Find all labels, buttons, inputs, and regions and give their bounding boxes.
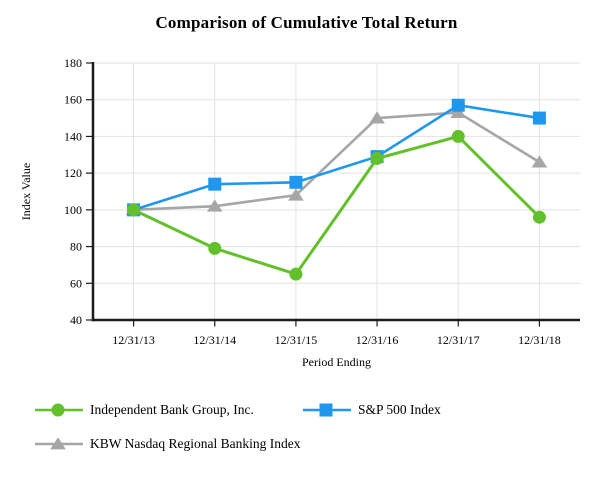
series-line <box>133 111 541 212</box>
plot-area: 40 60 80 100 120 140 160 180 12/31/13 12/31/14 12/… <box>19 56 580 369</box>
legend-item-kbw-nasdaq: KBW Nasdaq Regional Banking Index <box>35 434 300 454</box>
x-tick-label: 12/31/14 <box>193 333 236 347</box>
legend-item-independent-bank-group: Independent Bank Group, Inc. <box>35 400 254 420</box>
data-point-circle <box>451 129 465 143</box>
data-point-circle <box>532 210 546 224</box>
legend-label: S&P 500 Index <box>358 402 441 417</box>
legend-marker-glyph <box>35 403 83 417</box>
y-tick-label: 40 <box>70 313 82 327</box>
data-point-triangle <box>369 111 385 124</box>
data-point-circle <box>208 241 222 255</box>
data-point-triangle <box>531 155 548 168</box>
legend-label: Independent Bank Group, Inc. <box>90 402 254 417</box>
series-line <box>132 134 541 276</box>
data-point-triangle <box>50 437 66 450</box>
legend-marker-glyph <box>35 437 83 450</box>
x-tick-label: 12/31/15 <box>275 333 318 347</box>
y-tick-label: 100 <box>64 203 82 217</box>
series-line <box>133 103 540 212</box>
y-tick-label: 120 <box>64 166 82 180</box>
gray-triangle-legend-marker <box>35 436 83 452</box>
legend-item-sp500: S&P 500 Index <box>303 400 441 420</box>
data-point-circle <box>289 267 303 281</box>
y-axis-title: Index Value <box>19 163 33 220</box>
blue-square-legend-marker <box>303 402 351 418</box>
y-tick-label: 80 <box>70 240 82 254</box>
data-point-circle <box>51 403 65 417</box>
data-point-triangle <box>288 188 304 201</box>
y-tick-label: 180 <box>64 56 82 70</box>
x-tick-label: 12/31/17 <box>437 333 480 347</box>
series-0 <box>127 129 546 281</box>
data-point-circle <box>127 203 141 217</box>
data-point-square <box>289 175 303 189</box>
legend-marker-glyph <box>303 403 351 417</box>
y-tick-label: 160 <box>64 93 82 107</box>
green-circle-legend-marker <box>35 402 83 418</box>
legend-label: KBW Nasdaq Regional Banking Index <box>90 436 301 451</box>
x-tick-label: 12/31/13 <box>112 333 155 347</box>
data-point-triangle <box>206 199 223 212</box>
data-point-triangle <box>450 105 467 118</box>
y-tick-label: 60 <box>70 276 82 290</box>
x-axis-title: Period Ending <box>302 355 371 369</box>
chart-title: Comparison of Cumulative Total Return <box>155 13 458 32</box>
y-tick-label: 140 <box>64 129 82 143</box>
data-point-square <box>208 177 222 191</box>
data-point-circle <box>370 151 384 165</box>
data-point-square <box>319 403 333 417</box>
data-point-square <box>532 111 546 125</box>
x-tick-label: 12/31/16 <box>356 333 399 347</box>
data-point-square <box>451 98 465 112</box>
x-tick-label: 12/31/18 <box>518 333 561 347</box>
